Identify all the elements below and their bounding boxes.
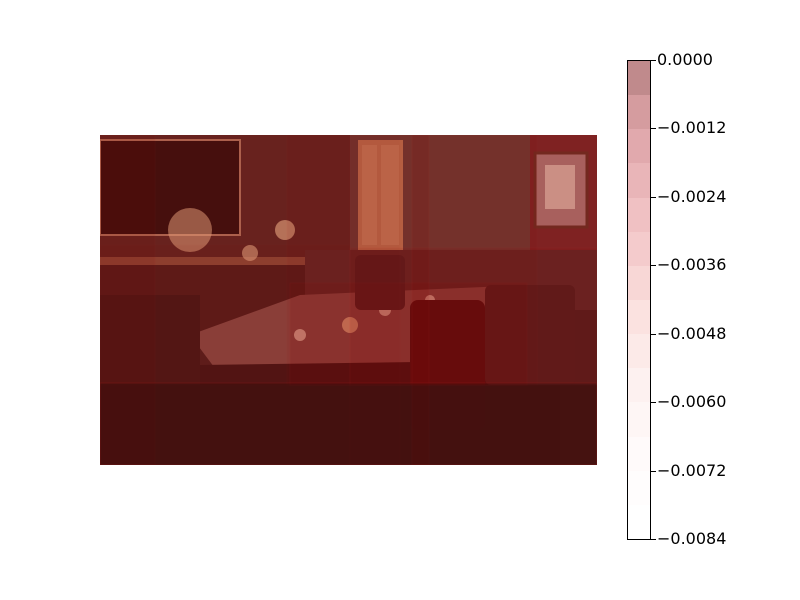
colorbar-step [628,265,650,301]
colorbar-step [628,436,650,472]
colorbar-tick-label: −0.0024 [657,186,727,206]
colorbar-tick-label: −0.0012 [657,118,727,138]
colorbar-step [628,368,650,403]
colorbar-step [628,231,650,267]
colorbar-tick-label: −0.0048 [657,323,727,343]
colorbar-tick-label: −0.0084 [657,529,727,548]
dining-room-photo [100,135,597,465]
colorbar-tick-label: −0.0036 [657,255,727,275]
colorbar-step [628,163,650,199]
colorbar-step [628,504,650,540]
overlay-image [100,135,597,465]
colorbar-tick-label: −0.0072 [657,460,727,480]
colorbar-tick [651,128,656,130]
colorbar-step [628,129,650,164]
colorbar-step [628,470,650,506]
colorbar-step [628,197,650,233]
colorbar-tick [651,60,656,61]
colorbar [627,60,651,540]
colorbar-tick-label: −0.0060 [657,392,727,412]
colorbar-step [628,300,650,335]
colorbar-tick [651,402,656,404]
colorbar-tick-label: 0.0000 [657,50,713,69]
colorbar-tick [651,539,656,540]
colorbar-step [628,95,650,130]
colorbar-step [628,402,650,438]
colorbar-tick [651,265,656,267]
colorbar-tick [651,470,656,472]
colorbar-tick [651,333,656,335]
colorbar-tick [651,196,656,198]
colorbar-step [628,334,650,369]
painting-left [100,139,241,236]
colorbar-step [628,61,650,96]
